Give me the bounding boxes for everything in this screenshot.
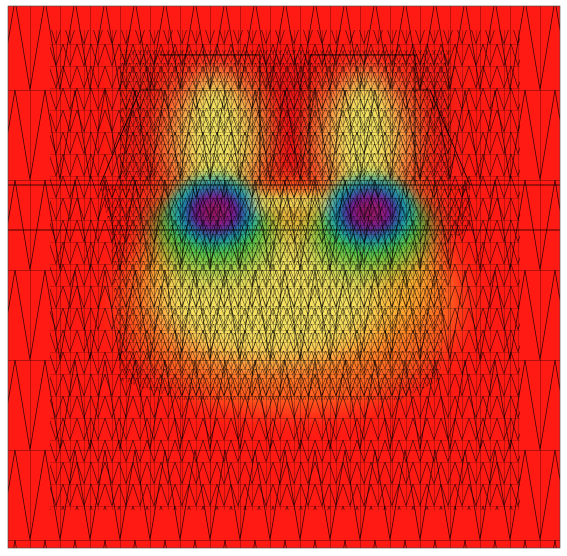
mesh-boundaries bbox=[8, 54, 560, 231]
field bbox=[8, 6, 560, 548]
frame bbox=[7, 5, 561, 549]
fine-mesh bbox=[100, 50, 470, 400]
